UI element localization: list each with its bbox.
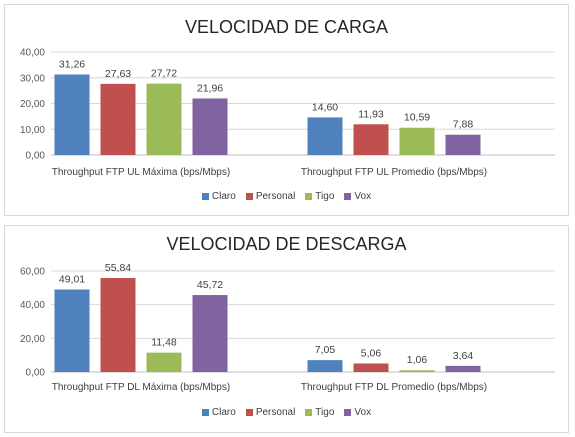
category-label: Throughput FTP DL Máxima (bps/Mbps) [52, 382, 230, 393]
legend-swatch [344, 193, 352, 200]
legend-item-tigo: Tigo [305, 191, 334, 202]
category-label: Throughput FTP DL Promedio (bps/Mbps) [301, 382, 487, 393]
data-label: 3,64 [453, 350, 474, 362]
data-label: 49,01 [59, 273, 85, 285]
data-label: 7,88 [453, 119, 474, 131]
legend-label: Personal [255, 191, 296, 202]
data-label: 21,96 [197, 82, 223, 94]
data-label: 11,48 [151, 337, 177, 349]
bar-personal [353, 124, 389, 155]
legend-swatch [245, 409, 253, 416]
y-tick-label: 0,00 [26, 368, 46, 379]
data-label: 27,72 [151, 68, 177, 80]
legend-swatch [344, 409, 352, 416]
y-tick-label: 40,00 [20, 48, 45, 59]
bar-vox [192, 98, 228, 155]
bar-claro [54, 74, 90, 155]
legend-item-personal: Personal [245, 407, 296, 418]
bar-tigo [399, 127, 435, 155]
upload-chart-plot: 0,00 10,00 20,00 30,00 40,00 31,26 27,63 27,72 2… [20, 48, 555, 178]
legend-label: Tigo [315, 407, 335, 418]
chart-legend: Claro Personal Tigo Vox [5, 407, 568, 418]
bar-tigo [399, 370, 435, 372]
legend-swatch [305, 409, 313, 416]
data-label: 7,05 [315, 344, 336, 356]
bar-claro [307, 360, 343, 372]
legend-swatch [201, 409, 209, 416]
legend-item-claro: Claro [201, 191, 236, 202]
bar-vox [445, 365, 481, 372]
data-label: 55,84 [105, 262, 131, 274]
chart-title: VELOCIDAD DE DESCARGA [166, 234, 407, 254]
bar-tigo [146, 83, 182, 155]
legend-swatch [201, 193, 209, 200]
y-tick-label: 10,00 [20, 125, 45, 136]
y-tick-label: 20,00 [20, 99, 45, 110]
y-tick-label: 30,00 [20, 73, 45, 84]
legend-item-claro: Claro [201, 407, 236, 418]
bar-vox [192, 295, 228, 372]
bar-personal [353, 363, 389, 372]
y-tick-label: 60,00 [20, 267, 45, 278]
y-tick-label: 0,00 [26, 151, 46, 162]
legend-label: Vox [354, 407, 372, 418]
legend-label: Personal [255, 407, 296, 418]
data-label: 31,26 [59, 59, 85, 71]
category-label: Throughput FTP UL Promedio (bps/Mbps) [301, 167, 487, 178]
legend-item-vox: Vox [344, 191, 371, 202]
bar-claro [307, 117, 343, 155]
upload-chart-panel: VELOCIDAD DE CARGA 0,00 10,00 20,00 30,00 40… [4, 4, 569, 216]
legend-item-personal: Personal [245, 191, 296, 202]
chart-legend: Claro Personal Tigo Vox [5, 191, 568, 202]
y-tick-label: 40,00 [20, 300, 45, 311]
chart-title: VELOCIDAD DE CARGA [184, 17, 389, 37]
data-label: 27,63 [105, 68, 131, 80]
category-label: Throughput FTP UL Máxima (bps/Mbps) [52, 167, 230, 178]
download-chart-panel: VELOCIDAD DE DESCARGA 0,00 20,00 40,00 60,0… [4, 225, 569, 433]
data-label: 1,06 [407, 354, 428, 366]
data-label: 5,06 [361, 347, 382, 359]
legend-swatch [245, 193, 253, 200]
data-label: 14,60 [312, 101, 338, 113]
data-label: 45,72 [197, 279, 223, 291]
y-tick-label: 20,00 [20, 334, 45, 345]
data-label: 11,93 [358, 108, 384, 120]
bar-personal [100, 83, 136, 155]
bar-claro [54, 289, 90, 372]
legend-label: Claro [211, 191, 236, 202]
bar-tigo [146, 352, 182, 372]
legend-item-tigo: Tigo [305, 407, 334, 418]
legend-swatch [305, 193, 313, 200]
legend-label: Tigo [315, 191, 335, 202]
legend-item-vox: Vox [344, 407, 371, 418]
download-chart-plot: 0,00 20,00 40,00 60,00 49,01 55,84 11,48 45,72 T… [20, 262, 555, 393]
bar-personal [100, 278, 136, 372]
bar-vox [445, 134, 481, 155]
legend-label: Claro [211, 407, 236, 418]
data-label: 10,59 [404, 112, 430, 124]
legend-label: Vox [354, 191, 372, 202]
